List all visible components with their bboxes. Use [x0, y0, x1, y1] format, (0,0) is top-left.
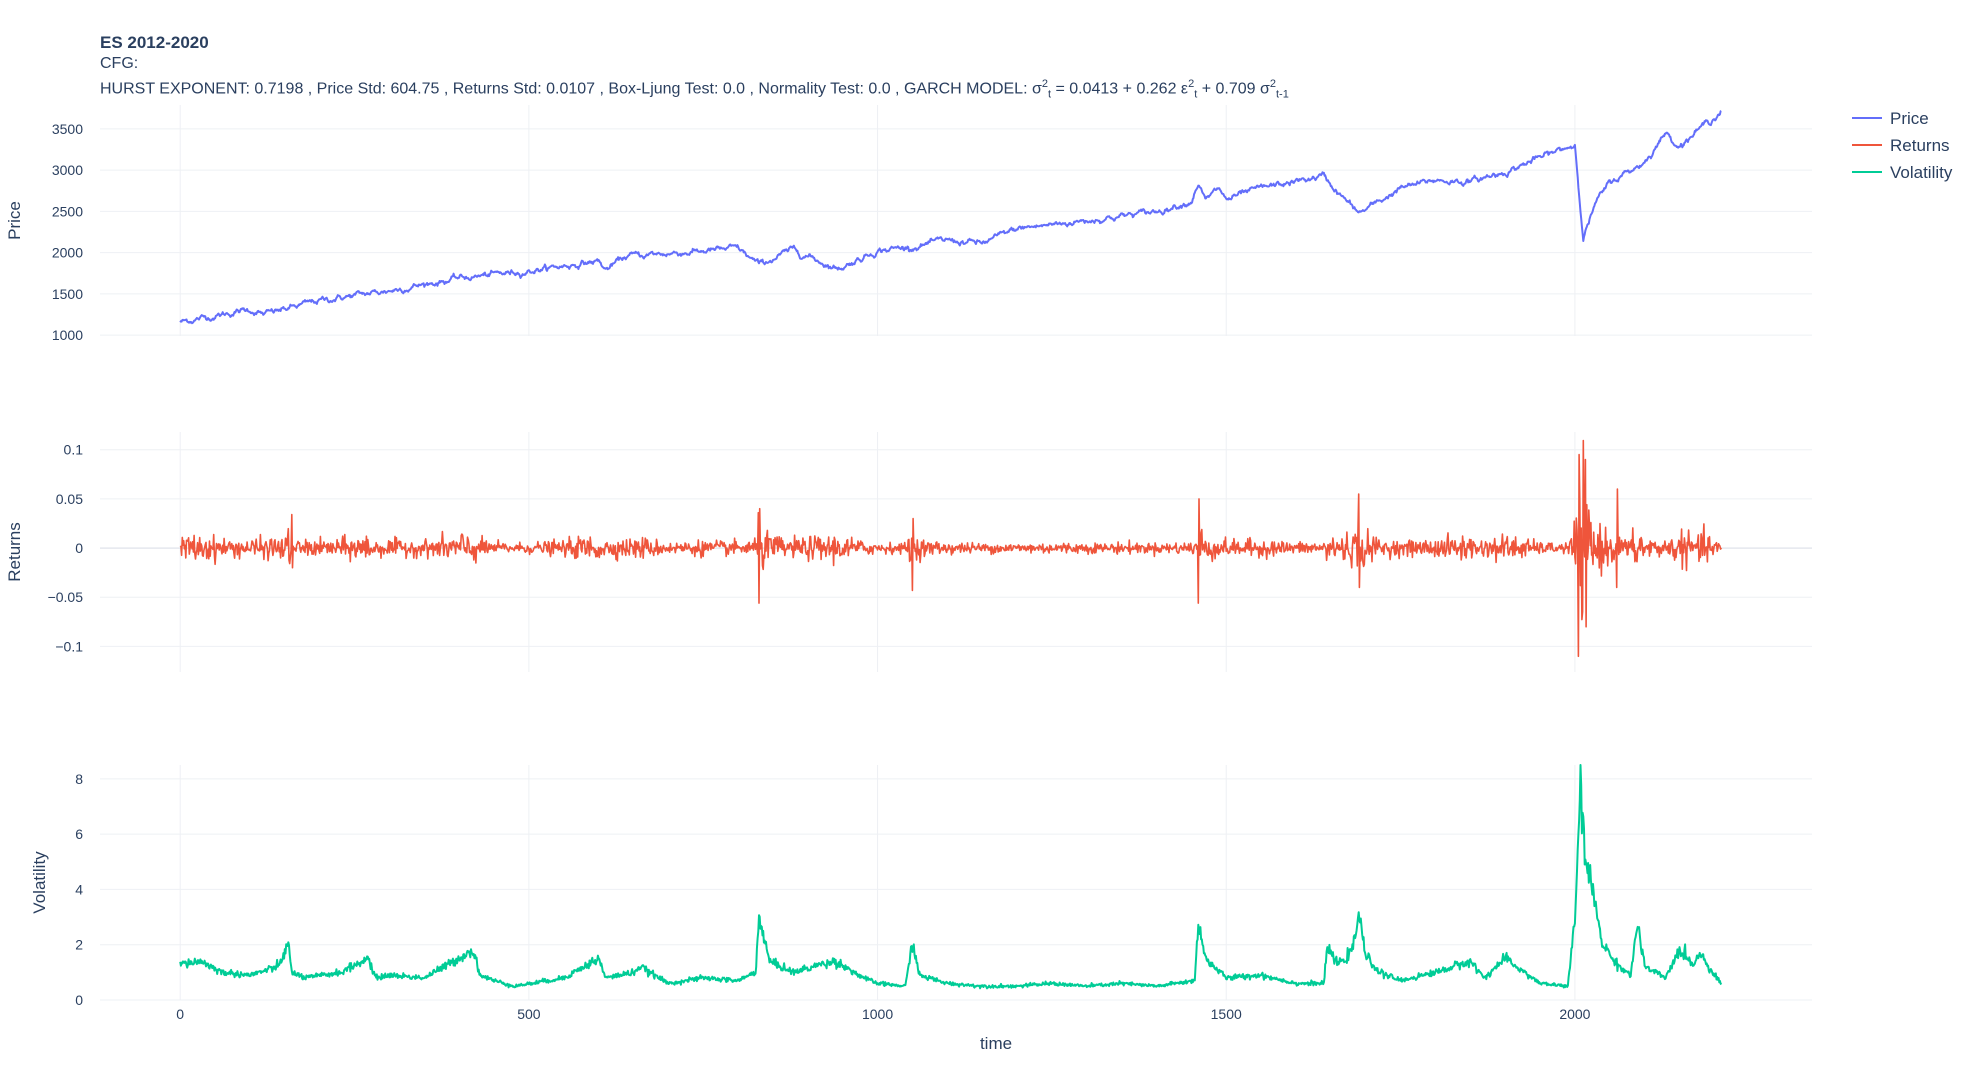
series-line-volatility [179, 764, 1723, 990]
eps-exp: 2 [1188, 78, 1195, 90]
y-tick-label: 0 [75, 992, 83, 1008]
y-tick-label: 2500 [52, 203, 83, 219]
x-tick-label: 0 [176, 1006, 184, 1022]
y-tick-label: 4 [75, 881, 83, 897]
series-line-returns [179, 439, 1723, 658]
garch-term-1: = 0.0413 + 0.262 ε [1051, 80, 1189, 98]
sigma-exp-2: 2 [1269, 78, 1276, 90]
y-tick-label: 0 [75, 540, 83, 556]
legend-label-volatility: Volatility [1890, 163, 1953, 182]
x-axis-title: time [980, 1034, 1012, 1053]
y-tick-label: 3000 [52, 162, 83, 178]
sigma-sub-2: t-1 [1275, 88, 1289, 101]
y-tick-label: 8 [75, 771, 83, 787]
sigma-sub-1: t [1047, 88, 1052, 101]
garch-term-2: + 0.709 σ [1197, 80, 1270, 98]
y-tick-label: 0.05 [56, 491, 83, 507]
y-axis-title: Returns [5, 522, 24, 582]
stats-text: HURST EXPONENT: 0.7198 , Price Std: 604.… [100, 80, 1042, 98]
y-tick-label: 1500 [52, 286, 83, 302]
chart-stats-line: HURST EXPONENT: 0.7198 , Price Std: 604.… [100, 74, 1289, 106]
chart-title: ES 2012-2020 [100, 33, 209, 52]
y-axis-title: Price [5, 201, 24, 240]
legend-label-returns: Returns [1890, 136, 1950, 155]
x-tick-label: 1500 [1211, 1006, 1242, 1022]
y-tick-label: 2000 [52, 245, 83, 261]
y-tick-label: 3500 [52, 121, 83, 137]
series-line-price [179, 110, 1722, 325]
eps-sub: t [1194, 88, 1198, 101]
y-axis-title: Volatility [30, 851, 49, 914]
x-tick-label: 2000 [1559, 1006, 1590, 1022]
chart-subtitle-cfg: CFG: [100, 55, 139, 72]
y-tick-label: 0.1 [64, 442, 84, 458]
y-tick-label: −0.05 [48, 589, 84, 605]
legend-label-price: Price [1890, 109, 1929, 128]
y-tick-label: 1000 [52, 327, 83, 343]
y-tick-label: −0.1 [55, 638, 83, 654]
chart-title-block: ES 2012-2020 CFG: HURST EXPONENT: 0.7198… [100, 32, 1289, 106]
sigma-exp-1: 2 [1041, 78, 1048, 90]
x-tick-label: 500 [517, 1006, 541, 1022]
y-tick-label: 2 [75, 937, 83, 953]
y-tick-label: 6 [75, 826, 83, 842]
x-tick-label: 1000 [862, 1006, 893, 1022]
